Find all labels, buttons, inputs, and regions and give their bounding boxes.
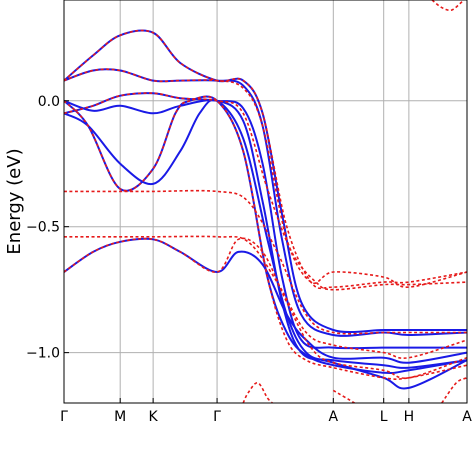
x-tick-label: Γ xyxy=(60,409,68,425)
band-line-dashed xyxy=(64,95,467,381)
band-line-solid xyxy=(64,237,467,364)
grid-layer xyxy=(63,0,468,403)
x-tick-label: A xyxy=(329,409,339,425)
band-line-dashed xyxy=(64,235,467,359)
y-tick-label: −1.0 xyxy=(26,346,60,362)
band-line-dashed xyxy=(64,189,467,335)
x-tick-label: Γ xyxy=(213,409,221,425)
band-line-dashed xyxy=(431,0,464,12)
x-tick-label: K xyxy=(149,409,159,425)
x-tick-label: M xyxy=(114,409,126,425)
series-layer xyxy=(64,0,467,403)
y-tick-label: −0.5 xyxy=(26,220,60,236)
plot-frame xyxy=(63,0,468,404)
band-line-dashed xyxy=(332,389,356,403)
y-ticks: 0.0 −0.5 −1.0 xyxy=(26,94,69,362)
band-line-solid xyxy=(64,98,467,390)
band-line-dashed xyxy=(64,237,467,379)
band-line-dashed xyxy=(64,92,467,291)
x-tick-label: L xyxy=(380,409,388,425)
band-line-dashed xyxy=(64,29,467,290)
band-line-solid xyxy=(64,99,467,369)
band-line-solid xyxy=(64,92,467,350)
y-tick-label: 0.0 xyxy=(38,94,60,110)
y-axis-title: Energy (eV) xyxy=(4,148,25,254)
band-line-dashed xyxy=(441,377,467,403)
x-tick-label: A xyxy=(462,409,472,425)
x-tick-label: H xyxy=(404,409,415,425)
band-line-dashed xyxy=(64,68,467,288)
band-line-dashed xyxy=(242,381,273,403)
band-line-solid xyxy=(64,68,467,337)
